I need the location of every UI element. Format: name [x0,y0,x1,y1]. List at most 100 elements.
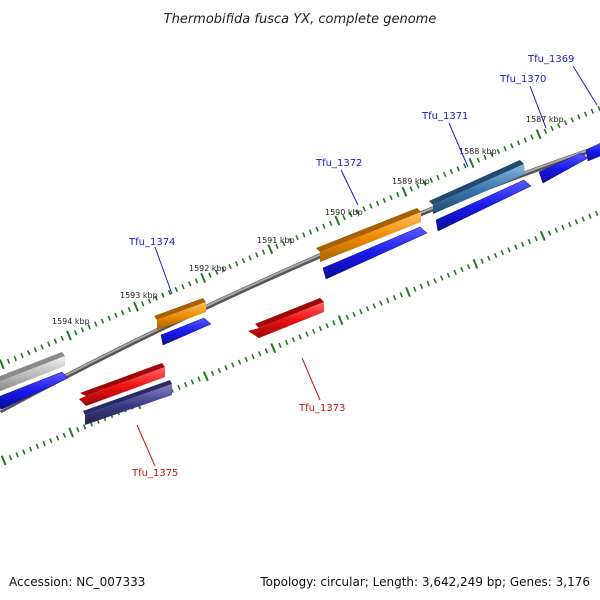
tick-mark [281,240,286,247]
tick-mark [35,443,40,450]
tick-mark [6,358,11,364]
tick-mark [472,258,479,269]
tick-mark [463,163,467,169]
tick-mark [40,344,44,350]
tick-mark [583,111,588,117]
tick-mark [503,145,507,152]
tick-mark [295,235,299,241]
tick-mark [369,203,373,209]
tick-mark [15,452,19,458]
tick-mark [588,213,592,219]
tick-mark [237,359,242,365]
gene-feature-tfu-1371-steelblue[interactable] [429,160,525,214]
gene-label-group-tfu-1369[interactable]: Tfu_1369 [527,54,598,106]
tick-mark [375,200,380,206]
genome-backbone [0,144,600,414]
gene-feature-tfu-1372-orange[interactable] [316,208,421,262]
gene-feature-grey[interactable] [0,352,65,392]
tick-mark [534,236,538,242]
tick-mark [261,249,266,255]
tick-mark [590,108,595,114]
tick-mark [47,341,51,347]
tick-mark [446,272,451,278]
tick-mark [133,301,139,312]
tick-mark [334,215,341,226]
tick-mark [183,382,188,388]
tick-mark [181,283,185,290]
cds-arrow-4[interactable] [435,179,532,232]
tick-mark [405,287,411,297]
tick-mark [514,244,518,250]
cds-arrow-3[interactable] [322,226,428,280]
tick-mark [315,226,319,232]
tick-mark [197,376,201,382]
gene-label-tfu-1374: Tfu_1374 [128,237,175,248]
tick-mark [337,315,344,326]
tick-mark [489,151,494,158]
tick-mark [0,359,5,370]
tick-mark [563,120,568,126]
tick-mark [284,339,289,346]
tick-mark [194,278,199,284]
tick-mark [80,327,85,333]
tick-mark [510,143,514,149]
tick-mark [120,309,125,316]
gene-label-group-tfu-1370[interactable]: Tfu_1370 [499,74,547,129]
scale-label-1588: 1588 kbp [459,147,497,156]
gene-feature-tfu-1374-orange[interactable] [154,298,206,330]
gene-label-group-tfu-1371[interactable]: Tfu_1371 [421,111,469,168]
tick-mark [161,292,165,298]
tick-mark [429,177,434,183]
gene-label-group-tfu-1375[interactable]: Tfu_1375 [131,424,178,479]
gene-label-group-tfu-1373[interactable]: Tfu_1373 [298,357,345,414]
tick-mark [422,180,427,186]
tick-mark [234,260,239,267]
tick-mark [480,258,484,264]
gene-label-tfu-1370: Tfu_1370 [499,74,546,85]
tick-mark [419,283,424,290]
tick-mark [543,128,548,135]
tick-mark [275,243,279,250]
gene-label-group-tfu-1374[interactable]: Tfu_1374 [128,237,175,295]
lower-tick-track [0,210,599,466]
tick-mark [352,311,356,318]
tick-mark [557,123,561,129]
tick-mark [561,224,565,231]
tick-mark [530,134,534,140]
accession-text: Accession: NC_007333 [9,575,146,589]
tick-mark [251,353,255,360]
tick-mark [570,117,574,123]
tick-mark [539,230,546,241]
tick-mark [248,255,252,261]
scale-labels: 1594 kbp 1593 kbp 1592 kbp 1591 kbp 1590… [52,115,564,326]
tick-mark [68,427,74,438]
gene-feature-tfu-1373-red[interactable] [248,298,324,338]
tick-mark [33,347,38,353]
tick-mark [62,432,67,438]
cds-arrow-1[interactable] [0,371,69,410]
tick-mark [355,209,360,215]
gene-label-group-tfu-1372[interactable]: Tfu_1372 [315,158,362,206]
tick-mark [581,216,585,222]
gene-feature-tfu-1375-red[interactable] [79,363,165,406]
tick-mark [523,137,527,143]
cds-arrow-2[interactable] [160,317,212,346]
topology-text: Topology: circular; Length: 3,642,249 bp… [260,575,590,589]
tick-mark [342,214,346,221]
cds-arrow-tfu-1369[interactable] [585,141,600,162]
tick-mark [127,306,132,313]
gene-feature-tfu-1375-purple[interactable] [83,380,172,425]
tick-mark [311,328,316,334]
tick-mark [224,365,228,371]
tick-mark [359,309,363,315]
tick-mark [392,294,397,301]
tick-mark [60,335,64,341]
scale-label-1591: 1591 kbp [257,236,295,245]
tick-mark [594,210,599,217]
tick-mark [554,227,558,233]
tick-mark [8,455,13,461]
tick-mark [500,250,505,256]
tick-mark [568,221,572,228]
tick-mark [516,140,521,146]
